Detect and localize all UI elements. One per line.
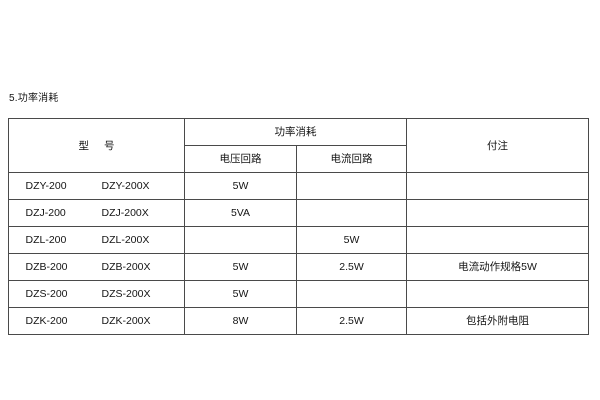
cell-current-circuit <box>296 172 407 200</box>
cell-model: DZB-200 DZB-200X <box>8 253 185 281</box>
cell-note: 包括外附电阻 <box>406 307 589 335</box>
header-power-consumption: 功率消耗 <box>184 118 407 146</box>
section-title: 5.功率消耗 <box>9 93 59 104</box>
model-code-secondary: DZS-200X <box>101 288 151 300</box>
cell-model: DZL-200 DZL-200X <box>8 226 185 254</box>
cell-note <box>406 226 589 254</box>
power-consumption-table: 型 号 功率消耗 付注 电压回路 电流回路 DZY-200 DZY-200X 5W <box>8 118 589 335</box>
model-code-primary: DZL-200 <box>25 234 67 246</box>
table-row: DZJ-200 DZJ-200X 5VA <box>8 199 589 227</box>
table-row: DZL-200 DZL-200X 5W <box>8 226 589 254</box>
header-row-top: 型 号 功率消耗 付注 <box>8 118 589 173</box>
header-row-sub: 电压回路 电流回路 <box>9 145 589 173</box>
cell-note <box>406 199 589 227</box>
model-code-secondary: DZJ-200X <box>101 207 149 219</box>
cell-current-circuit: 2.5W <box>296 307 407 335</box>
cell-voltage-circuit: 5W <box>184 253 297 281</box>
table-header: 型 号 功率消耗 付注 电压回路 电流回路 <box>8 118 589 173</box>
header-note: 付注 <box>406 118 589 173</box>
model-code-secondary: DZL-200X <box>101 234 150 246</box>
cell-note: 电流动作规格5W <box>406 253 589 281</box>
model-code-secondary: DZK-200X <box>101 315 151 327</box>
table-row: DZY-200 DZY-200X 5W <box>8 172 589 200</box>
cell-voltage-circuit: 5W <box>184 280 297 308</box>
cell-current-circuit <box>296 199 407 227</box>
table-body: DZY-200 DZY-200X 5W DZJ-200 DZJ-200X 5VA <box>8 172 589 335</box>
model-code-secondary: DZY-200X <box>101 180 150 192</box>
model-code-primary: DZK-200 <box>25 315 68 327</box>
cell-current-circuit: 2.5W <box>296 253 407 281</box>
header-voltage-circuit: 电压回路 <box>184 145 297 173</box>
model-code-primary: DZY-200 <box>25 180 67 192</box>
cell-note <box>406 280 589 308</box>
header-model-label: 型 号 <box>78 139 121 152</box>
header-model: 型 号 <box>8 118 185 173</box>
cell-note <box>406 172 589 200</box>
table-row: DZK-200 DZK-200X 8W 2.5W 包括外附电阻 <box>8 307 589 335</box>
model-code-primary: DZS-200 <box>25 288 68 300</box>
model-code-secondary: DZB-200X <box>101 261 151 273</box>
table-row: DZS-200 DZS-200X 5W <box>8 280 589 308</box>
cell-model: DZK-200 DZK-200X <box>8 307 185 335</box>
model-code-primary: DZJ-200 <box>25 207 66 219</box>
cell-voltage-circuit: 5VA <box>184 199 297 227</box>
cell-model: DZJ-200 DZJ-200X <box>8 199 185 227</box>
table-row: DZB-200 DZB-200X 5W 2.5W 电流动作规格5W <box>8 253 589 281</box>
cell-voltage-circuit <box>184 226 297 254</box>
cell-voltage-circuit: 8W <box>184 307 297 335</box>
cell-current-circuit: 5W <box>296 226 407 254</box>
cell-model: DZY-200 DZY-200X <box>8 172 185 200</box>
cell-current-circuit <box>296 280 407 308</box>
cell-model: DZS-200 DZS-200X <box>8 280 185 308</box>
cell-voltage-circuit: 5W <box>184 172 297 200</box>
header-current-circuit: 电流回路 <box>296 145 407 173</box>
model-code-primary: DZB-200 <box>25 261 68 273</box>
